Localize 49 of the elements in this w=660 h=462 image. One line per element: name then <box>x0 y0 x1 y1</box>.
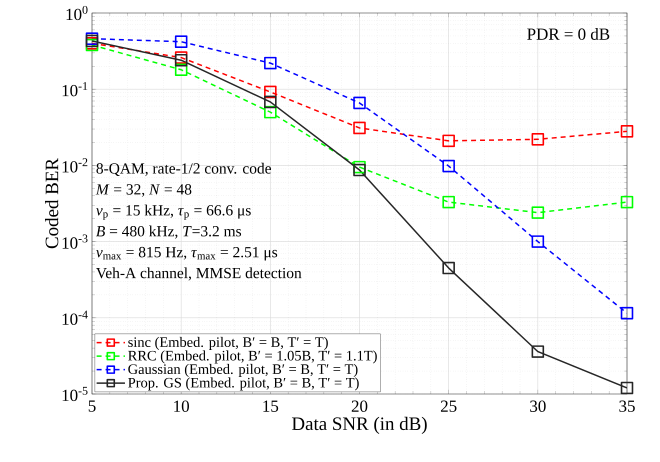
annotation: B = 480 kHz, T=3.2 ms <box>96 226 242 239</box>
x-tick-label: 20 <box>352 400 368 412</box>
y-tick-label: 10$^{-1}$ <box>62 82 88 96</box>
point <box>86 34 98 48</box>
point <box>353 164 366 176</box>
point <box>442 160 455 172</box>
point <box>620 382 634 394</box>
annotation: Veh-A channel, MMSE detection <box>96 267 302 280</box>
x-tick-label: 15 <box>263 400 278 412</box>
point <box>532 235 544 248</box>
legend-label: Prop. GS (Embed. pilot, B′ = B, T′ = T) <box>128 377 359 390</box>
point <box>532 345 544 358</box>
x-tick-label: 30 <box>530 400 546 412</box>
y-axis-title: Coded BER <box>45 158 58 248</box>
x-axis-title: Data SNR (in dB) <box>292 416 427 434</box>
y-tick-label: 10$^{0}$ <box>66 6 88 20</box>
legend-label: RRC (Embed. pilot, B′ = 1.05B, T′ = 1.1T) <box>128 350 377 364</box>
x-tick-label: 35 <box>619 400 635 412</box>
point <box>264 86 277 98</box>
point <box>174 35 188 48</box>
point <box>264 96 277 108</box>
legend-label: Gaussian (Embed. pilot, B′ = B, T′ = T) <box>128 364 358 377</box>
x-tick-label: 10 <box>174 400 189 412</box>
y-tick-label: 10$^{-4}$ <box>62 310 88 325</box>
point <box>174 63 188 76</box>
point <box>264 106 277 118</box>
point <box>353 96 366 110</box>
point <box>442 196 455 208</box>
y-tick-label: 10$^{-3}$ <box>62 234 88 249</box>
annotation: 8-QAM, rate-1/2 conv. code <box>96 162 271 176</box>
y-tick-label: 10$^{-5}$ <box>62 386 88 402</box>
point <box>442 262 455 274</box>
annotation: ν$_{max}$ = 815 Hz, τ$_{max}$ = 2.51 μs <box>96 246 278 260</box>
point <box>620 196 634 208</box>
legend-label: sinc (Embed. pilot, B′ = B, T′ = T) <box>128 336 328 350</box>
point <box>174 54 188 67</box>
point <box>620 125 634 138</box>
point <box>442 134 455 148</box>
y-tick-label: 10$^{-2}$ <box>62 158 88 173</box>
x-tick-label: 5 <box>88 400 96 412</box>
annotation: PDR = 0 dB <box>527 28 610 40</box>
point <box>532 133 544 146</box>
point <box>620 306 634 320</box>
annotation: M = 32, N = 48 <box>96 184 192 197</box>
x-tick-label: 25 <box>440 400 456 412</box>
point <box>532 206 544 219</box>
point <box>264 56 277 70</box>
point <box>353 122 366 134</box>
annotation: ν$_{p}$ = 15 kHz, τ$_{p}$ = 66.6 μs <box>96 204 251 220</box>
